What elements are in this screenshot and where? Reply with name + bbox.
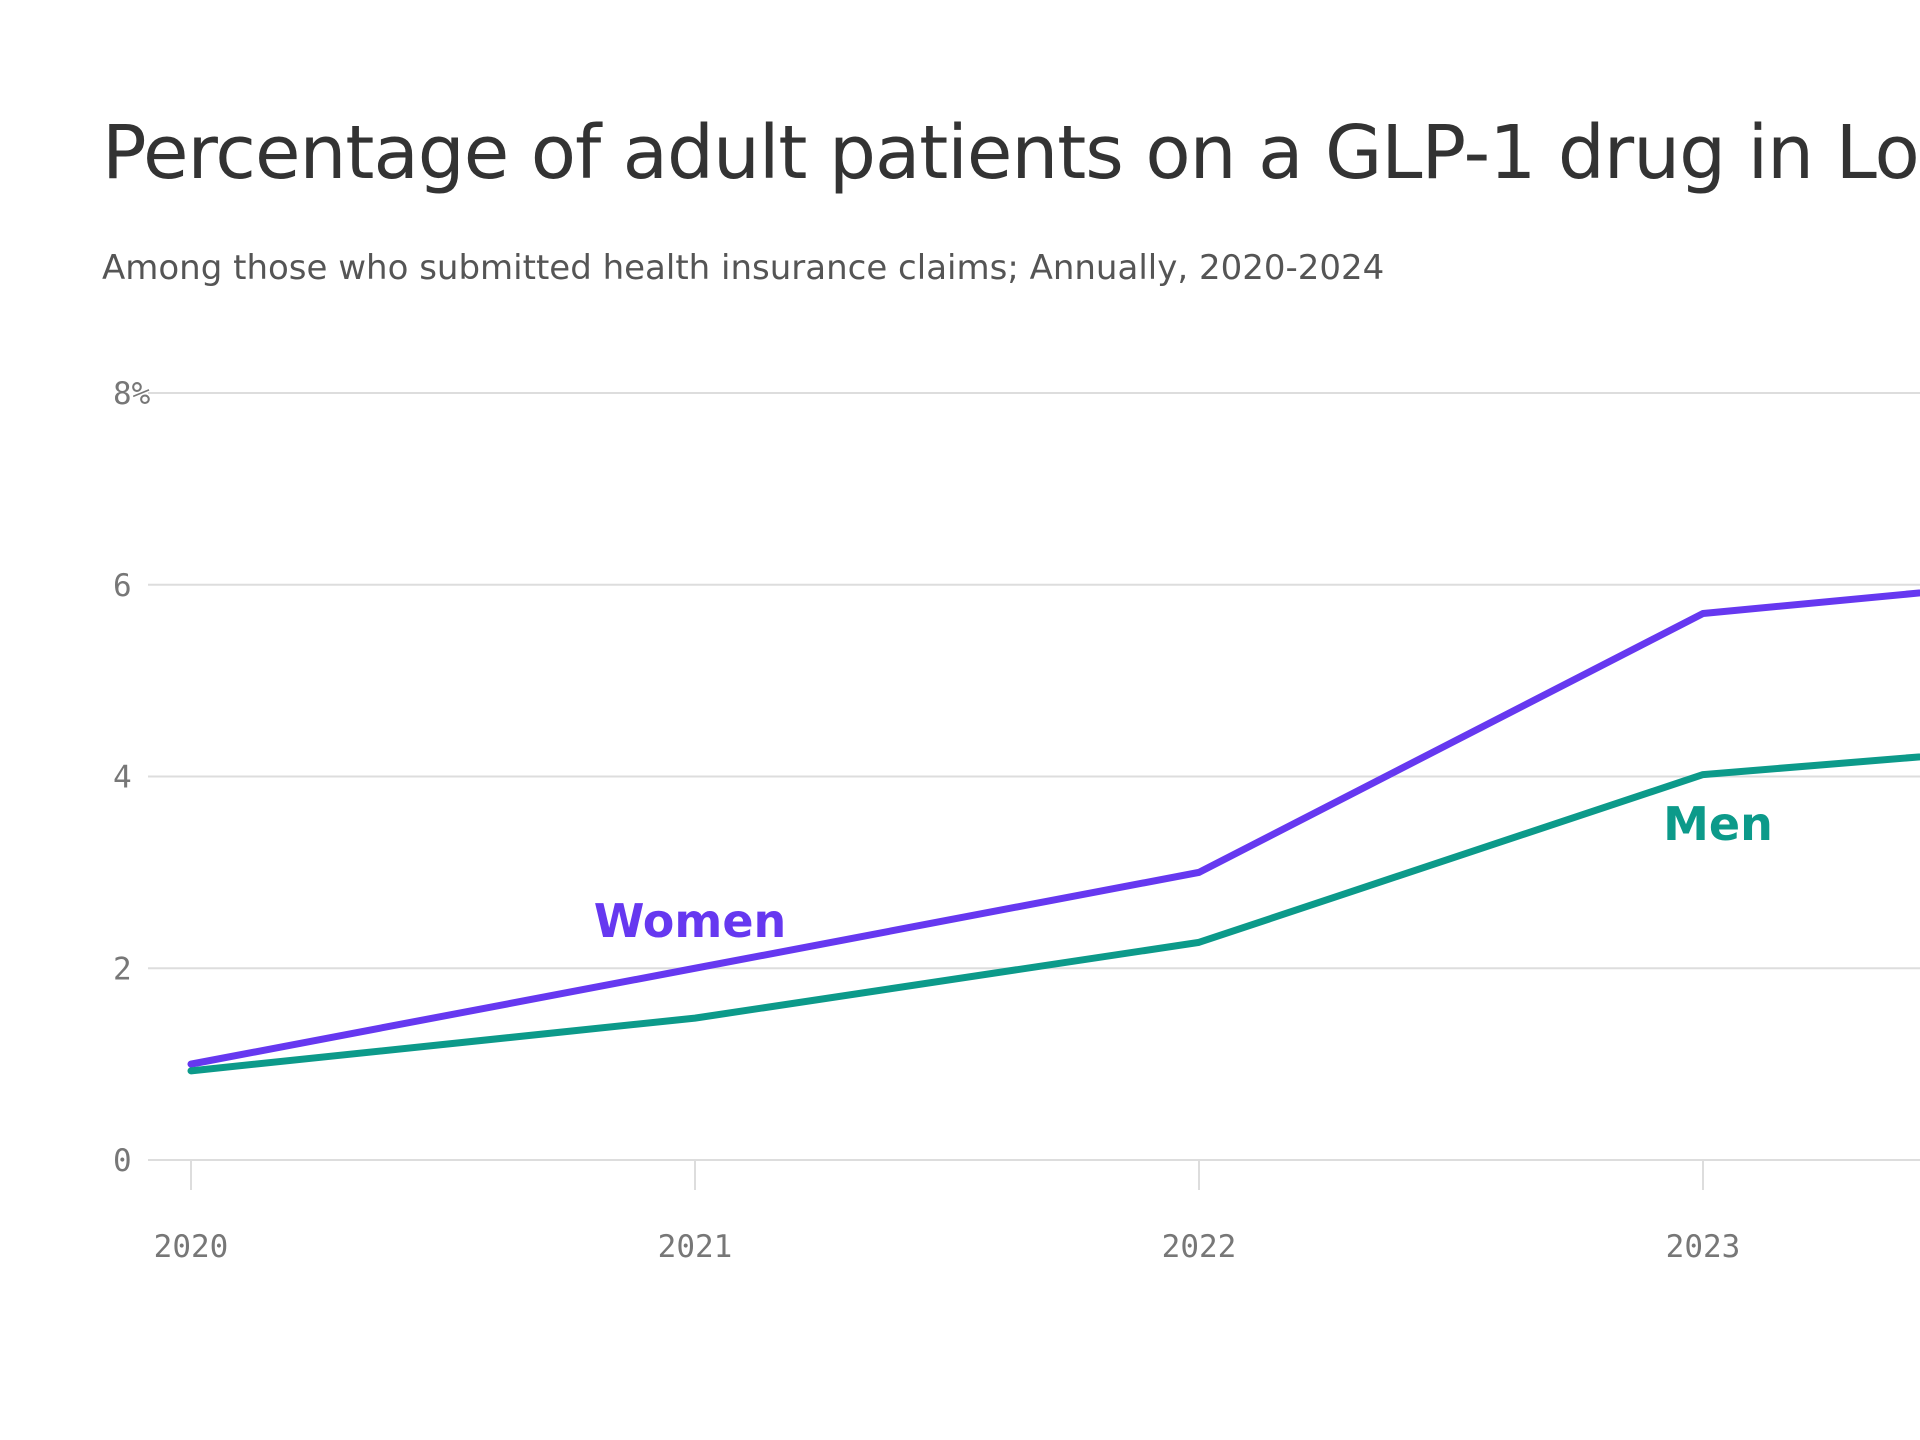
y-tick-label: 8% bbox=[113, 376, 151, 412]
series-labels: Women Men bbox=[594, 797, 1773, 948]
series-label-women: Women bbox=[594, 894, 787, 948]
data-point-men bbox=[190, 1070, 192, 1072]
x-tick-label: 2022 bbox=[1162, 1229, 1237, 1265]
y-axis: 0 2 4 6 8% bbox=[113, 376, 151, 1179]
data-point-women bbox=[694, 967, 696, 969]
chart-title: Percentage of adult patients on a GLP-1 … bbox=[102, 110, 1920, 196]
y-tick-label: 2 bbox=[113, 951, 132, 987]
data-point-men bbox=[1198, 941, 1200, 943]
data-point-women bbox=[190, 1063, 192, 1065]
series-layer bbox=[187, 589, 1920, 1075]
y-tick-label: 4 bbox=[113, 760, 132, 796]
y-tick-label: 6 bbox=[113, 568, 132, 604]
x-axis: 2020 2021 2022 2023 bbox=[154, 1160, 1741, 1265]
data-point-men bbox=[694, 1017, 696, 1019]
x-tick-label: 2020 bbox=[154, 1229, 229, 1265]
y-tick-label: 0 bbox=[113, 1143, 132, 1179]
x-tick-label: 2021 bbox=[658, 1229, 733, 1265]
grid-layer bbox=[148, 392, 1920, 1161]
data-point-women bbox=[1702, 613, 1704, 615]
x-tick-label: 2023 bbox=[1666, 1229, 1741, 1265]
chart-subtitle: Among those who submitted health insuran… bbox=[102, 248, 1385, 288]
series-label-men: Men bbox=[1663, 797, 1773, 851]
series-line-women bbox=[187, 589, 1920, 1068]
data-point-women bbox=[1198, 871, 1200, 873]
data-point-men bbox=[1702, 774, 1704, 776]
